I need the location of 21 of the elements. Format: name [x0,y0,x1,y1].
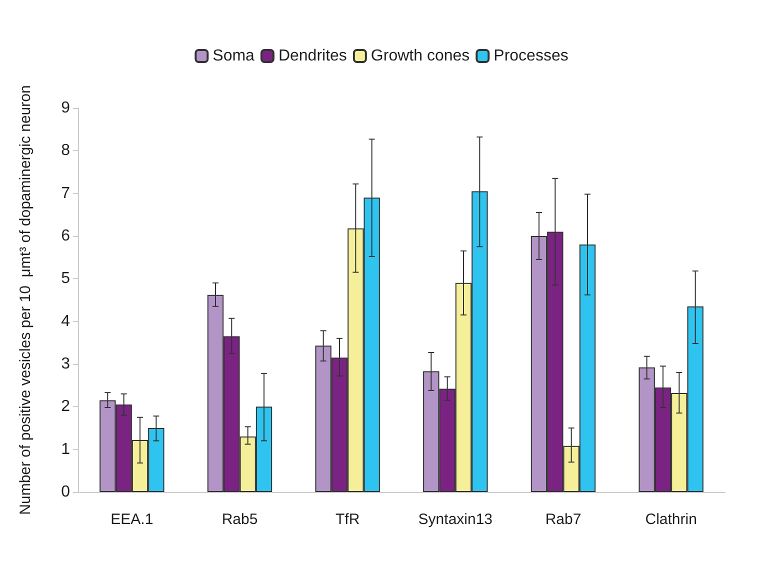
y-tick-label: 6 [61,228,70,244]
y-tick-label: 0 [61,484,70,500]
y-tick-label: 7 [61,184,70,202]
x-tick-label: Rab5 [222,511,258,528]
x-tick-label: Syntaxin13 [418,511,493,528]
legend-label: Soma [212,48,255,64]
legend-label: Growth cones [370,48,470,64]
y-tick-label: 8 [61,142,70,160]
y-tick-label: 1 [61,440,70,458]
y-tick-label: 9 [61,100,70,116]
x-tick-label: Clathrin [645,511,697,528]
x-tick-label: EEA.1 [110,511,154,528]
x-tick-label: TfR [335,511,360,528]
y-tick-label: 2 [61,398,70,416]
x-tick-label: Rab7 [545,511,582,528]
y-tick-label: 4 [61,312,70,330]
y-tick-label: 3 [61,356,70,372]
legend-label: Processes [494,48,568,64]
y-tick-label: 5 [61,270,70,288]
legend-label: Dendrites [278,48,347,64]
y-axis-title: Number of positive vesicles per 10 μmt³ of dopaminergic neuron [17,85,34,515]
